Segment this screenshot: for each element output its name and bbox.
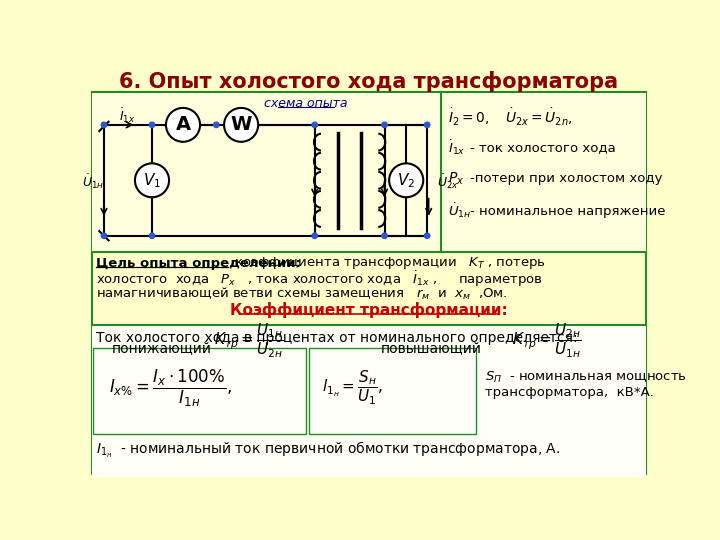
FancyBboxPatch shape [91,92,647,475]
Text: $\dot{I}_2 = 0,$   $\dot{U}_{2x} = \dot{U}_{2n},$: $\dot{I}_2 = 0,$ $\dot{U}_{2x} = \dot{U}… [448,106,572,127]
Circle shape [149,122,155,127]
Circle shape [102,122,107,127]
Text: -потери при холостом ходу: -потери при холостом ходу [469,172,662,185]
Text: $\dot{I}_{1x}$: $\dot{I}_{1x}$ [448,139,466,157]
Text: $V_1$: $V_1$ [143,171,161,190]
Circle shape [149,233,155,239]
Text: 6. Опыт холостого хода трансформатора: 6. Опыт холостого хода трансформатора [120,71,618,92]
Text: - номинальное напряжение: - номинальное напряжение [469,205,665,218]
FancyBboxPatch shape [92,92,646,252]
Circle shape [424,122,430,127]
Text: $l_{1_н} = \dfrac{S_н}{U_1},$: $l_{1_н} = \dfrac{S_н}{U_1},$ [323,369,384,407]
Text: Ток холостого хода в процентах от номинального определяется:: Ток холостого хода в процентах от номина… [96,331,578,345]
Text: $\dot{U}_{1н}$: $\dot{U}_{1н}$ [82,172,104,191]
Circle shape [312,233,318,239]
Circle shape [424,233,430,239]
Circle shape [135,164,169,197]
Circle shape [312,122,318,127]
Text: схема опыта: схема опыта [264,97,347,110]
FancyBboxPatch shape [92,326,646,477]
Text: $I_{1_н}$  - номинальный ток первичной обмотки трансформатора, А.: $I_{1_н}$ - номинальный ток первичной об… [96,440,560,460]
Text: Цель опыта определении:: Цель опыта определении: [96,257,301,270]
Circle shape [214,122,219,127]
Text: A: A [176,116,191,134]
Text: повышающий: повышающий [381,341,482,355]
Text: $K_{тр} = \dfrac{U_{2н}}{U_{1н}}$: $K_{тр} = \dfrac{U_{2н}}{U_{1н}}$ [513,321,582,360]
Text: $K_{тр} = \dfrac{U_{1н}}{U_{2н}}$: $K_{тр} = \dfrac{U_{1н}}{U_{2н}}$ [214,321,284,360]
Circle shape [382,233,387,239]
Text: $\dot{U}_{2x}$: $\dot{U}_{2x}$ [437,172,459,191]
Text: $S_{П}$  - номинальная мощность: $S_{П}$ - номинальная мощность [485,370,688,385]
Text: коэффициента трансформации   $K_T$ , потерь: коэффициента трансформации $K_T$ , потер… [230,255,546,272]
Circle shape [382,122,387,127]
Text: трансформатора,  кВ*А.: трансформатора, кВ*А. [485,386,654,399]
Text: $I_{x\%} = \dfrac{I_x \cdot 100\%}{I_{1н}},$: $I_{x\%} = \dfrac{I_x \cdot 100\%}{I_{1н… [109,368,233,409]
Text: W: W [230,116,252,134]
Text: $P_x$: $P_x$ [448,171,464,187]
Circle shape [166,108,200,142]
Text: Коэффициент трансформации:: Коэффициент трансформации: [230,302,508,318]
FancyBboxPatch shape [310,348,476,434]
Text: $V_2$: $V_2$ [397,171,415,190]
Text: понижающий: понижающий [112,341,212,355]
Text: $\dot{U}_{1н}$: $\dot{U}_{1н}$ [448,202,472,220]
Circle shape [389,164,423,197]
Text: намагничивающей ветви схемы замещения   $r_м$  и  $x_м$  ,Ом.: намагничивающей ветви схемы замещения $r… [96,286,508,302]
FancyBboxPatch shape [93,348,306,434]
Text: - ток холостого хода: - ток холостого хода [469,141,616,154]
Text: холостого  хода   $P_x$   , тока холостого хода   $\dot{I}_{1x}$ ,     параметро: холостого хода $P_x$ , тока холостого хо… [96,269,543,289]
Circle shape [224,108,258,142]
Text: $\dot{I}_{1x}$: $\dot{I}_{1x}$ [119,106,135,125]
Circle shape [102,233,107,239]
